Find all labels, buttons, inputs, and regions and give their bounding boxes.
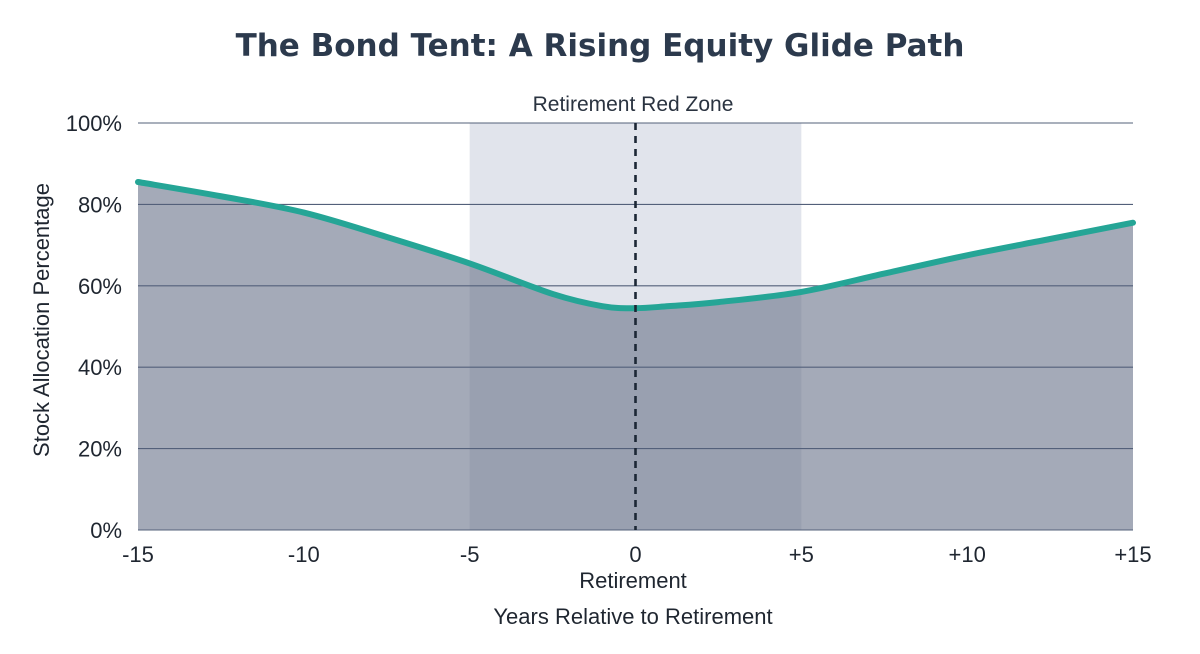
x-tick-label: -10 [288, 542, 320, 567]
y-tick-label: 40% [78, 355, 122, 380]
y-tick-label: 100% [66, 111, 122, 136]
y-tick-label: 0% [90, 518, 122, 543]
x-tick-label: -5 [460, 542, 480, 567]
x-tick-label: +5 [789, 542, 814, 567]
y-tick-label: 60% [78, 274, 122, 299]
y-tick-label: 20% [78, 437, 122, 462]
x-tick-label: -15 [122, 542, 154, 567]
x-axis-ticks: -15 -10 -5 0 +5 +10 +15 [122, 542, 1152, 567]
red-zone-label: Retirement Red Zone [533, 93, 734, 116]
y-axis-ticks: 0% 20% 40% 60% 80% 100% [66, 111, 122, 543]
x-tick-label: 0 [629, 542, 641, 567]
x-axis-label: Years Relative to Retirement [493, 604, 772, 629]
chart-title: The Bond Tent: A Rising Equity Glide Pat… [236, 28, 965, 64]
x-tick-label: +10 [949, 542, 986, 567]
y-axis-label: Stock Allocation Percentage [29, 183, 54, 457]
y-tick-label: 80% [78, 192, 122, 217]
x-tick-label: +15 [1114, 542, 1151, 567]
retirement-label: Retirement [579, 568, 687, 593]
